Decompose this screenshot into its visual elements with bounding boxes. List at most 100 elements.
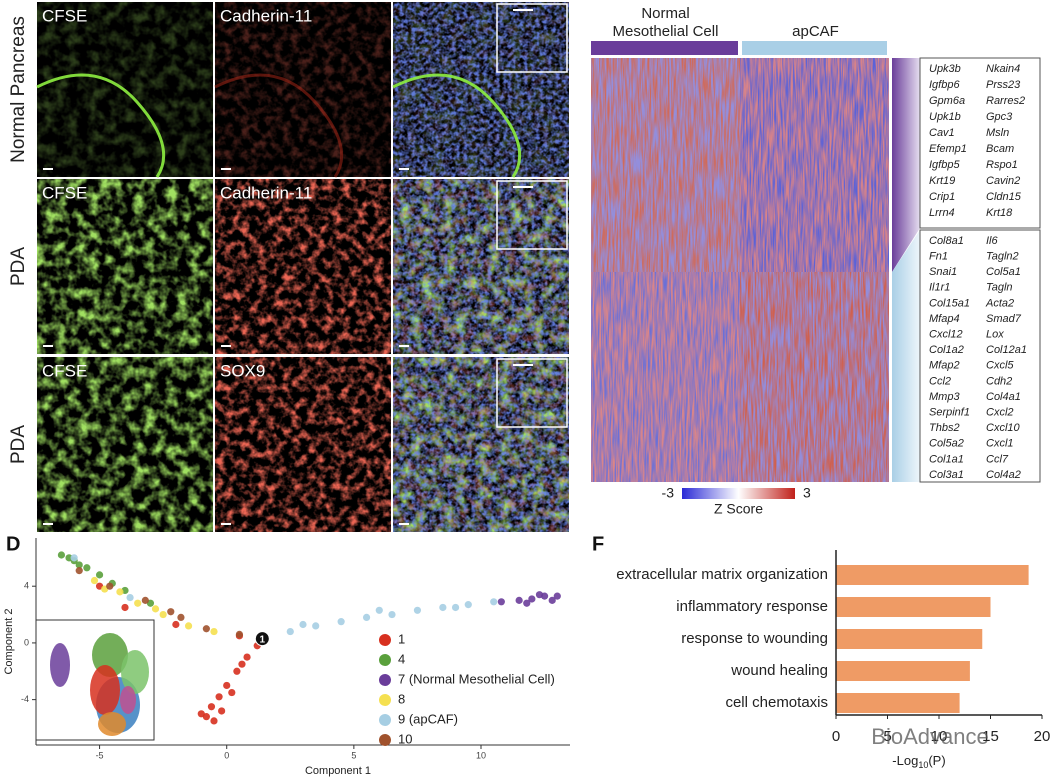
gene-label: Rarres2 [986,95,1025,107]
cell-point [515,596,523,604]
green-signal [37,179,213,354]
watermark: BioAdvance [871,724,988,749]
legend-label: 10 [398,731,412,746]
cell-point [299,620,307,629]
cell-point [197,710,205,718]
y-tick-label: 0 [24,637,29,647]
inset-cluster [120,686,136,714]
group-bar [591,41,738,55]
gene-label: Cav1 [929,127,955,139]
x-tick-label: 15 [982,728,999,745]
colorbar-tick-label: -3 [662,485,675,501]
cell-point [126,593,134,602]
red-signal [215,357,391,532]
gene-label: Col8a1 [929,235,964,247]
gene-label: Mfap2 [929,360,960,372]
gene-label: Acta2 [985,297,1014,309]
heatmap-texture [591,272,740,482]
x-tick-label: 20 [1034,728,1051,745]
inset-frame [496,180,568,250]
gene-label: Tagln [986,282,1013,294]
gene-label: Fn1 [929,251,948,263]
gene-label: Col4a2 [986,469,1021,481]
inset-cluster [98,712,126,736]
cell-point [535,591,544,599]
y-axis-label: Component 2 [3,608,15,674]
cell-point [90,576,99,585]
cell-point [451,603,460,612]
group-bar [742,41,887,55]
gene-label: Mmp3 [929,391,960,403]
gene-label: Upk3b [929,63,961,75]
gene-label: Cxcl10 [986,422,1021,434]
gene-label: Il1r1 [929,282,950,294]
x-axis-label: -Log10(P) [892,753,945,770]
cell-point [490,598,498,606]
cell-point [375,606,383,614]
channel-label: Cadherin-11 [220,183,312,202]
cell-point [553,592,561,600]
cell-point [95,571,104,579]
red-overlay [393,357,569,532]
cell-point [235,630,244,639]
gene-label: Krt18 [986,207,1013,219]
gene-label: Col5a2 [929,438,964,450]
gene-label: Col1a2 [929,344,964,356]
legend-label: 4 [398,651,405,666]
inset-cluster [50,643,70,687]
legend-swatch [379,734,391,746]
heatmap-texture [740,272,889,482]
cell-point [210,717,218,725]
inset-cluster [90,665,120,715]
gene-label: Col5a1 [986,266,1021,278]
legend-label: 9 (apCAF) [398,711,458,726]
x-axis-label-part: 10 [918,760,928,770]
gene-label: Bcam [986,143,1014,155]
bracket-wedge [892,230,920,482]
gene-label: Upk1b [929,111,961,123]
cell-point [243,653,251,661]
gene-label: Serpinf1 [929,407,970,419]
cell-point [121,603,129,612]
tissue-edge [36,73,166,178]
gene-label: Cdh2 [986,375,1012,387]
legend-swatch [379,674,391,686]
x-axis-label-part: -Log [892,753,918,768]
cell-point [70,554,78,562]
cell-point [388,610,396,619]
cell-point [223,681,231,690]
legend-swatch [379,714,391,726]
legend-label: 7 (Normal Mesothelial Cell) [398,671,555,686]
gene-label: Crip1 [929,191,955,203]
gene-label: Cxcl5 [986,360,1014,372]
cell-point [215,693,223,701]
cell-point [210,627,218,636]
bar [836,661,970,681]
cell-point [106,582,114,590]
inset-frame [496,358,568,428]
cell-point [172,620,180,629]
tissue-edge [214,73,344,178]
colorbar [682,488,795,499]
microscopy-panels: Normal Pancreas CFSE Cadherin-11 PDA CFSE Cad… [8,2,569,532]
gene-label: Igfbp6 [929,79,960,91]
red-signal [215,179,391,354]
cell-point [202,625,210,633]
tissue-edge [392,73,522,178]
colorbar-tick-label: 3 [803,485,811,501]
x-tick-label: 0 [224,750,229,760]
category-label: inflammatory response [676,598,828,615]
gene-label: Nkain4 [986,63,1020,75]
gene-label: Gpm6a [929,95,965,107]
cell-point [177,613,185,621]
channel-label: CFSE [42,361,87,380]
gene-label: Cldn15 [986,191,1022,203]
gene-label: Tagln2 [986,251,1019,263]
gene-box [919,57,1041,229]
cell-point [548,596,556,604]
cell-point [167,608,175,616]
panel-label: F [592,533,604,555]
cell-point [75,567,83,575]
